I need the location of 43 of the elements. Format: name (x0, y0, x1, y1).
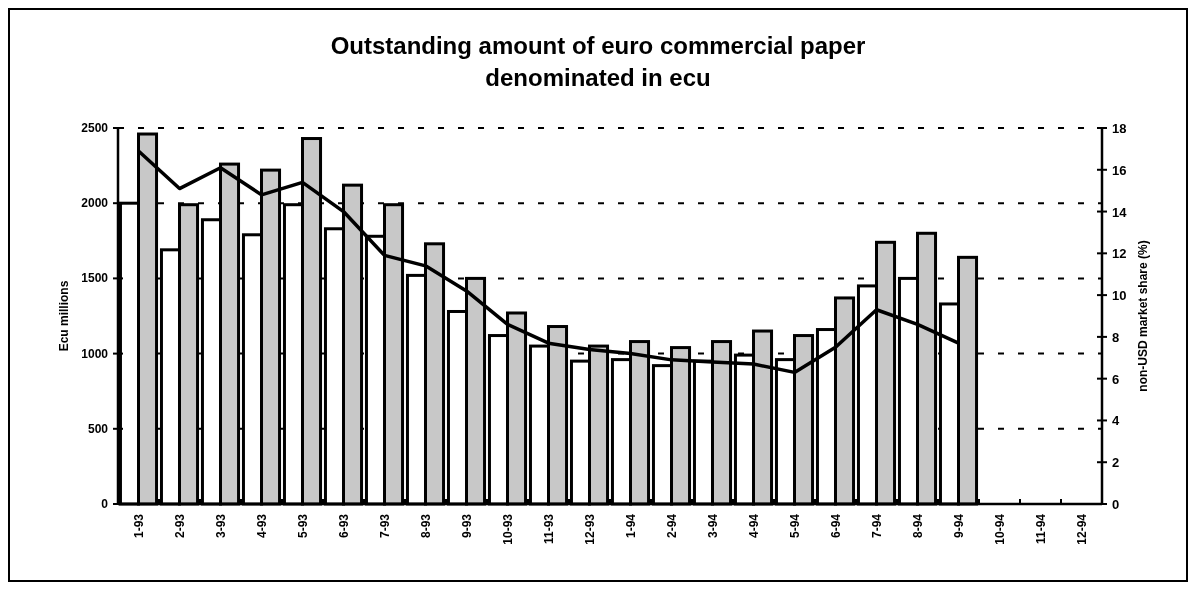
y2-tick-label: 18 (1112, 121, 1127, 136)
y-axis-title: Ecu millions (57, 280, 71, 352)
y-tick-label: 1000 (81, 346, 109, 361)
x-tick-label: 11-93 (541, 513, 556, 545)
y2-tick-label: 16 (1112, 162, 1127, 178)
x-tick-label: 2-94 (664, 513, 679, 539)
x-tick-label: 1-94 (623, 513, 638, 539)
x-tick-label: 9-94 (951, 513, 966, 539)
x-tick-label: 4-94 (746, 513, 761, 539)
x-tick-label: 7-94 (869, 513, 884, 539)
y2-tick-label: 12 (1112, 246, 1127, 262)
y-tick-label: 2000 (81, 196, 109, 211)
y2-tick-label: 6 (1112, 371, 1120, 387)
x-tick-label: 5-93 (295, 513, 310, 539)
x-tick-label: 6-94 (828, 513, 843, 539)
x-tick-label: 10-93 (500, 513, 515, 545)
x-tick-label: 10-94 (992, 513, 1007, 545)
x-tick-label: 12-94 (1074, 513, 1089, 545)
y-tick-label: 2500 (81, 121, 109, 135)
y2-tick-label: 10 (1112, 288, 1127, 304)
y2-tick-label: 0 (1112, 497, 1120, 512)
x-tick-label: 5-94 (787, 513, 802, 539)
x-tick-label: 12-93 (582, 513, 597, 545)
y-tick-label: 500 (87, 421, 109, 436)
x-tick-label: 3-94 (705, 513, 720, 539)
x-tick-label: 3-93 (213, 513, 228, 539)
x-tick-label: 9-93 (459, 513, 474, 539)
y2-axis-title: non-USD market share (%) (1136, 240, 1150, 392)
y-tick-label: 1500 (81, 271, 109, 286)
x-tick-label: 6-93 (336, 513, 351, 539)
x-tick-label: 8-93 (418, 513, 433, 539)
x-tick-label: 7-93 (377, 513, 392, 539)
x-tick-label: 1-93 (131, 513, 146, 539)
y2-tick-label: 8 (1112, 329, 1120, 345)
y2-tick-label: 2 (1112, 455, 1120, 471)
x-tick-label: 2-93 (172, 513, 187, 539)
y-tick-label: 0 (101, 497, 109, 511)
x-tick-label: 4-93 (254, 513, 269, 539)
x-tick-label: 8-94 (910, 513, 925, 539)
y2-tick-label: 14 (1112, 204, 1128, 220)
chart-title: Outstanding amount of euro commercial paper denominated in ecu (330, 32, 866, 91)
x-tick-label: 11-94 (1033, 513, 1048, 545)
y2-tick-label: 4 (1112, 413, 1120, 429)
